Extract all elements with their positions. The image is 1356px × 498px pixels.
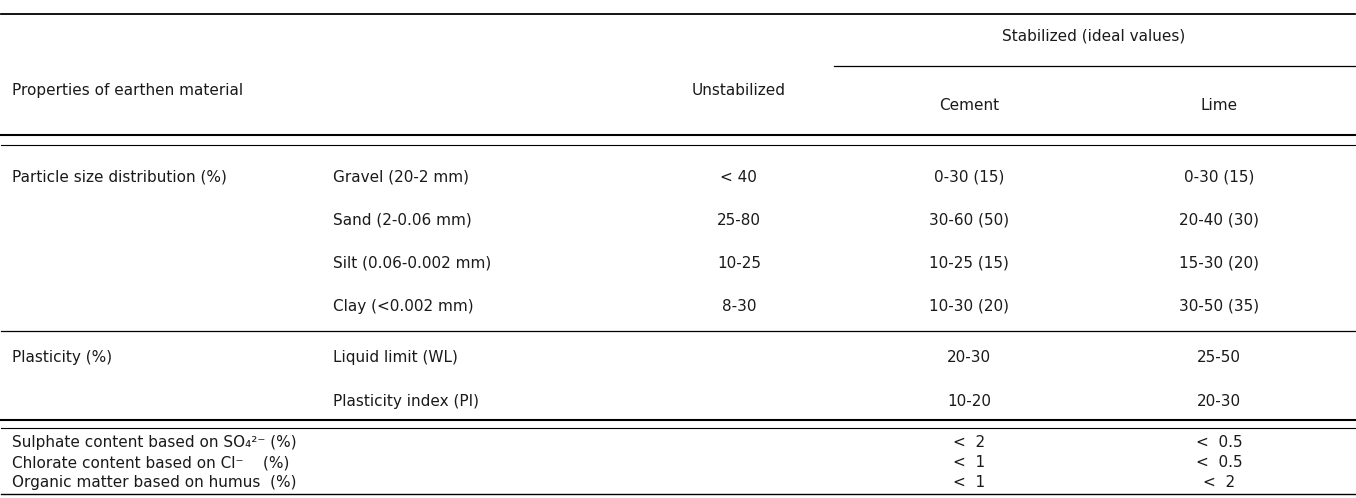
Text: 30-50 (35): 30-50 (35)	[1180, 299, 1260, 314]
Text: Organic matter based on humus  (%): Organic matter based on humus (%)	[12, 475, 297, 490]
Text: Plasticity index (PI): Plasticity index (PI)	[334, 393, 479, 408]
Text: Unstabilized: Unstabilized	[692, 83, 786, 98]
Text: <  0.5: < 0.5	[1196, 435, 1242, 450]
Text: Chlorate content based on Cl⁻    (%): Chlorate content based on Cl⁻ (%)	[12, 456, 290, 471]
Text: <  2: < 2	[953, 435, 984, 450]
Text: 20-30: 20-30	[946, 351, 991, 366]
Text: Gravel (20-2 mm): Gravel (20-2 mm)	[334, 170, 469, 185]
Text: < 40: < 40	[720, 170, 758, 185]
Text: Stabilized (ideal values): Stabilized (ideal values)	[1002, 28, 1185, 43]
Text: Silt (0.06-0.002 mm): Silt (0.06-0.002 mm)	[334, 256, 491, 271]
Text: <  0.5: < 0.5	[1196, 456, 1242, 471]
Text: 0-30 (15): 0-30 (15)	[1184, 170, 1254, 185]
Text: Liquid limit (WL): Liquid limit (WL)	[334, 351, 458, 366]
Text: Clay (<0.002 mm): Clay (<0.002 mm)	[334, 299, 473, 314]
Text: Cement: Cement	[938, 98, 999, 113]
Text: 10-30 (20): 10-30 (20)	[929, 299, 1009, 314]
Text: 10-25: 10-25	[717, 256, 761, 271]
Text: 15-30 (20): 15-30 (20)	[1180, 256, 1260, 271]
Text: 10-20: 10-20	[946, 393, 991, 408]
Text: Properties of earthen material: Properties of earthen material	[12, 83, 243, 98]
Text: 30-60 (50): 30-60 (50)	[929, 213, 1009, 228]
Text: <  1: < 1	[953, 475, 984, 490]
Text: 8-30: 8-30	[721, 299, 757, 314]
Text: Plasticity (%): Plasticity (%)	[12, 351, 113, 366]
Text: 25-50: 25-50	[1197, 351, 1241, 366]
Text: 0-30 (15): 0-30 (15)	[934, 170, 1005, 185]
Text: <  2: < 2	[1203, 475, 1235, 490]
Text: <  1: < 1	[953, 456, 984, 471]
Text: 10-25 (15): 10-25 (15)	[929, 256, 1009, 271]
Text: Lime: Lime	[1200, 98, 1238, 113]
Text: 25-80: 25-80	[717, 213, 761, 228]
Text: Sulphate content based on SO₄²⁻ (%): Sulphate content based on SO₄²⁻ (%)	[12, 435, 297, 450]
Text: 20-30: 20-30	[1197, 393, 1241, 408]
Text: Sand (2-0.06 mm): Sand (2-0.06 mm)	[334, 213, 472, 228]
Text: Particle size distribution (%): Particle size distribution (%)	[12, 170, 226, 185]
Text: 20-40 (30): 20-40 (30)	[1180, 213, 1260, 228]
